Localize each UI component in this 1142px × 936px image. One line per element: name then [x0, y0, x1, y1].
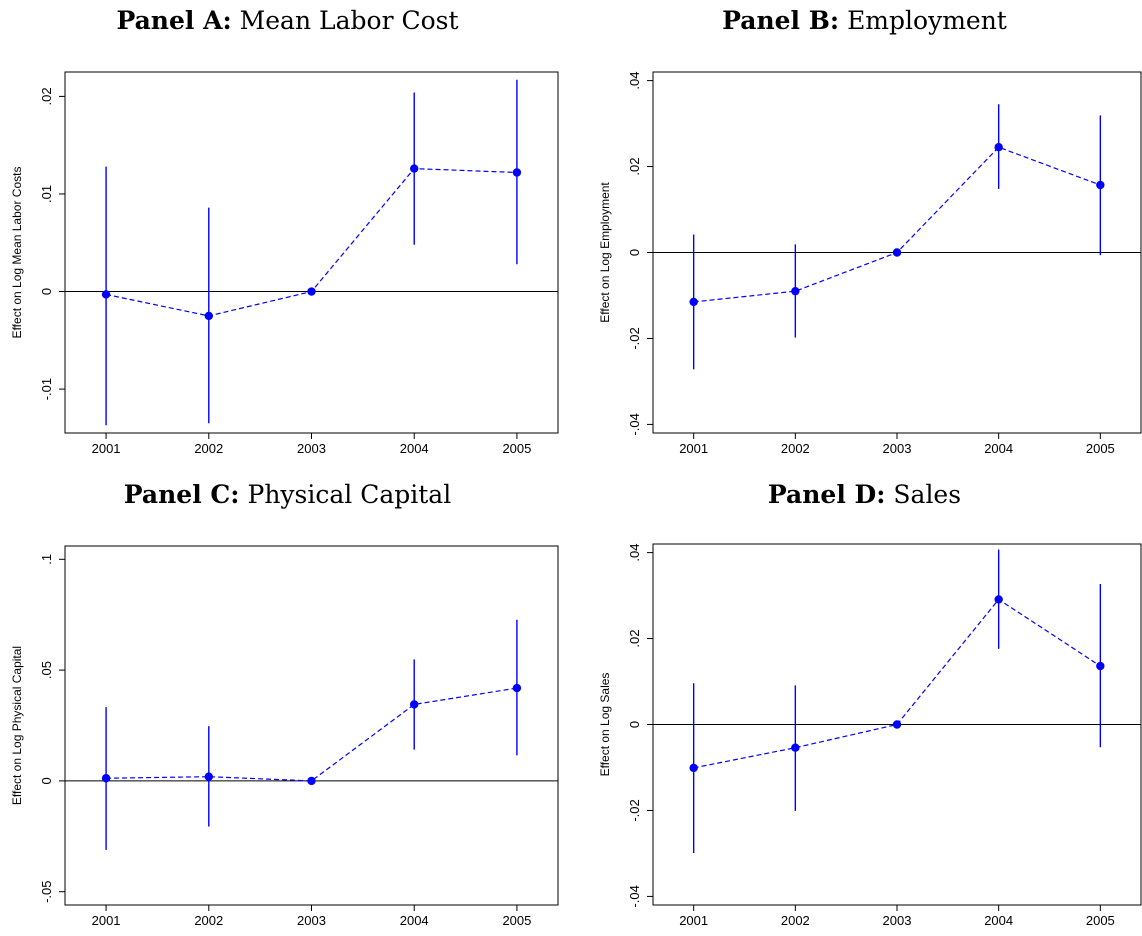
x-tick-label: 2003 [297, 441, 326, 456]
y-tick-label: -.05 [39, 881, 54, 903]
estimate-point [512, 168, 522, 177]
y-axis-label: Effect on Log Sales [598, 673, 612, 777]
panel-b: Panel B: Employment -.04 -.02 0 .02 .04 2001 2… [587, 0, 1142, 468]
panel-a-title: Panel A: Mean Labor Cost [0, 6, 575, 35]
x-tick-label: 2003 [297, 913, 326, 928]
estimate-point [689, 763, 698, 773]
panel-c-title: Panel C: Physical Capital [0, 480, 575, 509]
estimate-point [512, 683, 522, 693]
y-axis-label: Effect on Log Employment [598, 182, 612, 323]
y-tick-label: 0 [627, 249, 642, 256]
estimate-point [791, 743, 800, 752]
estimate-point [101, 290, 111, 299]
panel-b-title-bold: Panel B: [722, 6, 840, 35]
plot-frame [64, 545, 559, 906]
panel-c-title-rest: Physical Capital [247, 480, 452, 509]
y-tick-label: 0 [39, 288, 54, 295]
estimate-point [410, 164, 419, 173]
x-tick-label: 2002 [781, 913, 810, 928]
x-tick-label: 2004 [400, 913, 429, 928]
x-tick-label: 2005 [1086, 913, 1115, 928]
panel-a-title-rest: Mean Labor Cost [239, 6, 459, 35]
panel-a-title-bold: Panel A: [116, 6, 232, 35]
x-tick-label: 2004 [984, 913, 1013, 928]
estimate-point [791, 286, 800, 296]
x-tick-label: 2001 [92, 913, 121, 928]
panel-a: Panel A: Mean Labor Cost -.01 0 .01 .02 2001… [0, 0, 575, 468]
y-tick-label: -.04 [627, 413, 642, 435]
estimate-point [101, 774, 111, 783]
estimate-point [689, 297, 698, 307]
y-tick-label: 0 [39, 777, 54, 784]
estimate-line [106, 687, 518, 782]
y-tick-label: .02 [627, 158, 642, 176]
panel-c-title-bold: Panel C: [123, 480, 240, 509]
panel-d-title: Panel D: Sales [587, 480, 1142, 509]
estimate-point [410, 700, 419, 709]
panel-c: Panel C: Physical Capital -.05 0 .05 .1 2001… [0, 468, 575, 936]
y-axis-label: Effect on Log Physical Capital [10, 646, 24, 805]
y-tick-label: 0 [627, 721, 642, 728]
x-tick-label: 2001 [92, 441, 121, 456]
y-tick-label: .04 [627, 72, 642, 90]
x-tick-label: 2005 [502, 913, 531, 928]
panel-b-title-rest: Employment [847, 6, 1007, 35]
estimate-point [204, 772, 213, 781]
x-tick-label: 2005 [502, 441, 531, 456]
panel-b-chart: -.04 -.02 0 .02 .04 2001 2002 2003 2004 2005 Effec… [598, 71, 1142, 456]
x-tick-label: 2003 [883, 913, 912, 928]
y-tick-label: .02 [627, 630, 642, 648]
estimate-point [1096, 661, 1105, 671]
x-tick-label: 2002 [194, 441, 223, 456]
x-tick-label: 2003 [883, 441, 912, 456]
y-tick-label: -.02 [627, 799, 642, 821]
panel-d-title-bold: Panel D: [767, 480, 886, 509]
x-tick-label: 2005 [1086, 441, 1115, 456]
estimate-line [693, 598, 1101, 769]
panel-d: Panel D: Sales -.04 -.02 0 .02 .04 2001 2002 20… [587, 468, 1142, 936]
x-tick-label: 2001 [679, 913, 708, 928]
estimate-point [204, 311, 213, 321]
panel-a-chart: -.01 0 .01 .02 2001 2002 2003 2004 2005 Effect on… [10, 71, 559, 456]
estimate-point [892, 248, 902, 257]
y-tick-label: -.04 [627, 885, 642, 907]
x-tick-label: 2001 [679, 441, 708, 456]
y-tick-label: .05 [39, 661, 54, 679]
y-tick-label: -.02 [627, 327, 642, 349]
y-tick-label: .1 [39, 554, 54, 565]
estimate-line [693, 146, 1101, 303]
estimate-point [1096, 180, 1105, 190]
estimate-point [994, 143, 1003, 152]
plot-frame [64, 71, 559, 434]
panel-d-title-rest: Sales [893, 480, 962, 509]
panel-b-title: Panel B: Employment [587, 6, 1142, 35]
estimate-point [892, 720, 902, 729]
x-tick-label: 2004 [984, 441, 1013, 456]
x-tick-label: 2004 [400, 441, 429, 456]
estimate-point [994, 595, 1003, 604]
y-tick-label: .02 [39, 87, 54, 105]
panel-c-chart: -.05 0 .05 .1 2001 2002 2003 2004 2005 Effect on … [10, 545, 559, 928]
estimate-point [307, 287, 316, 296]
y-axis-label: Effect on Log Mean Labor Costs [10, 167, 24, 339]
estimate-point [307, 776, 316, 786]
y-tick-label: .01 [39, 185, 54, 203]
x-tick-label: 2002 [194, 913, 223, 928]
y-tick-label: .04 [627, 544, 642, 562]
y-tick-label: -.01 [39, 378, 54, 400]
panel-d-chart: -.04 -.02 0 .02 .04 2001 2002 2003 2004 2005 Effec… [598, 543, 1142, 928]
x-tick-label: 2002 [781, 441, 810, 456]
